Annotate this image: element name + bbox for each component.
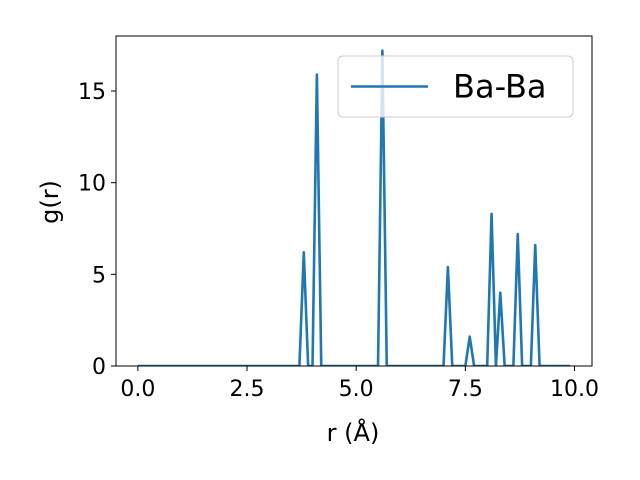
legend-label-0: Ba-Ba (453, 68, 547, 106)
y-tick-label: 5 (92, 263, 106, 288)
series-line-0 (137, 49, 571, 366)
x-tick-label: 10.0 (550, 377, 599, 402)
y-tick-label: 0 (92, 355, 106, 380)
legend: Ba-Ba (337, 55, 574, 118)
x-tick-label: 7.5 (448, 377, 483, 402)
x-axis-label: r (Å) (327, 418, 380, 447)
x-tick-label: 5.0 (339, 377, 374, 402)
y-tick-label: 10 (78, 172, 106, 197)
axes-layer: 0.0 2.5 5.0 7.5 10.0 0 5 10 15 (78, 35, 599, 402)
plot-frame (115, 35, 593, 367)
y-tick-label: 15 (78, 80, 106, 105)
series-layer (137, 49, 571, 366)
y-axis-label: g(r) (36, 180, 64, 224)
x-tick-label: 2.5 (230, 377, 265, 402)
legend-box (337, 55, 574, 118)
x-tick-label: 0.0 (120, 377, 155, 402)
